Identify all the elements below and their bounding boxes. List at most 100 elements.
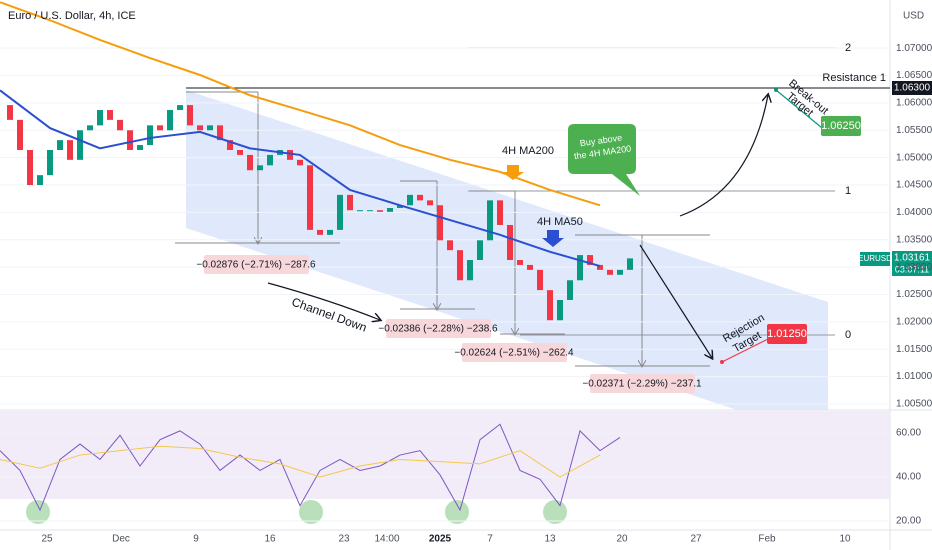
y-tick-label: 1.04000 xyxy=(896,207,932,218)
candle xyxy=(407,194,413,206)
highlight xyxy=(299,500,323,524)
measure-box xyxy=(386,319,491,338)
candle xyxy=(327,229,333,235)
candle xyxy=(497,200,503,225)
candle xyxy=(27,149,33,186)
candle xyxy=(547,290,553,321)
measure-label: −0.02624 (−2.51%) −262.4 xyxy=(454,348,574,359)
candle xyxy=(527,264,533,270)
candle xyxy=(57,140,63,150)
candle xyxy=(387,208,393,212)
candle xyxy=(427,200,433,206)
candle xyxy=(467,260,473,281)
price-tag-label: 1.06300 xyxy=(894,83,931,94)
y-tick-label: 1.05500 xyxy=(896,125,932,136)
candle xyxy=(137,145,143,150)
symbol-tag xyxy=(860,252,890,266)
candle xyxy=(437,205,443,241)
fib-label: 2 xyxy=(845,42,851,54)
arrow xyxy=(679,95,768,217)
candle xyxy=(377,210,383,212)
candle xyxy=(287,149,293,160)
candle xyxy=(607,269,613,275)
x-tick-label: 13 xyxy=(544,534,556,545)
candle xyxy=(317,229,323,235)
y-tick-label: 1.07000 xyxy=(896,43,932,54)
candle xyxy=(197,125,203,131)
ma50-arrow xyxy=(542,230,564,247)
candle xyxy=(307,165,313,230)
target-box xyxy=(767,324,807,344)
candle xyxy=(247,154,253,171)
highlight xyxy=(445,500,469,524)
candle xyxy=(297,159,303,166)
x-tick-label: 14:00 xyxy=(374,534,399,545)
chart-title: Euro / U.S. Dollar, 4h, ICE xyxy=(8,10,136,22)
x-tick-label: 10 xyxy=(839,534,851,545)
candle xyxy=(257,165,263,171)
candle xyxy=(347,194,353,211)
y-tick-label: 1.05000 xyxy=(896,152,932,163)
target-dot xyxy=(774,88,778,92)
y-tick-label: 1.02000 xyxy=(896,317,932,328)
candle xyxy=(357,210,363,212)
target-label: 1.01250 xyxy=(767,328,807,340)
ma-label: 4H MA200 xyxy=(502,145,554,157)
measure-label: −0.02876 (−2.71%) −287.6 xyxy=(196,260,316,271)
y-tick-label: 1.06500 xyxy=(896,70,932,81)
x-tick-label: 9 xyxy=(193,534,199,545)
candle xyxy=(337,194,343,230)
measure-box xyxy=(462,343,567,362)
x-tick-label: 25 xyxy=(41,534,53,545)
candle xyxy=(397,205,403,209)
target-label: 1.06250 xyxy=(821,120,861,132)
candle xyxy=(47,149,53,176)
axis-label: USD xyxy=(903,11,924,22)
x-tick-label: 7 xyxy=(487,534,493,545)
arrow xyxy=(639,244,712,358)
y-tick-label: 1.03500 xyxy=(896,234,932,245)
y-tick-label: 1.01500 xyxy=(896,344,932,355)
x-tick-label: Feb xyxy=(758,534,776,545)
fib-label: 1 xyxy=(845,185,851,197)
candle xyxy=(77,130,83,160)
candle xyxy=(507,224,513,261)
candle xyxy=(577,255,583,281)
callout-box xyxy=(568,124,640,196)
last-price-label: 1.03161 xyxy=(894,253,931,264)
measure-label: −0.02386 (−2.28%) −238.6 xyxy=(378,324,498,335)
ma-line xyxy=(0,89,601,267)
candle xyxy=(477,240,483,261)
candle xyxy=(617,269,623,275)
ma-label: 4H MA50 xyxy=(537,216,583,228)
x-tick-label: 20 xyxy=(616,534,628,545)
target-line xyxy=(775,89,823,129)
candle xyxy=(107,110,113,120)
price-tag xyxy=(892,251,932,276)
candle xyxy=(627,258,633,270)
rsi-ma-line xyxy=(0,445,601,478)
candle xyxy=(207,125,213,131)
candle xyxy=(537,269,543,291)
highlight xyxy=(543,500,567,524)
y-tick-label: 1.04500 xyxy=(896,180,932,191)
candle xyxy=(7,105,13,120)
measure-box xyxy=(204,255,309,274)
arrow xyxy=(267,282,380,320)
candle xyxy=(217,125,223,141)
candle xyxy=(167,110,173,131)
candle xyxy=(97,110,103,126)
measure-box xyxy=(590,374,695,393)
target-dot xyxy=(720,360,724,364)
y-tick-label: 1.02500 xyxy=(896,289,932,300)
candle xyxy=(127,130,133,150)
y-tick-label: 40.00 xyxy=(896,472,921,483)
candle xyxy=(17,119,23,150)
x-tick-label: 27 xyxy=(690,534,702,545)
candle xyxy=(597,264,603,270)
y-tick-label: 1.03000 xyxy=(896,262,932,273)
candle xyxy=(187,105,193,126)
candle xyxy=(157,125,163,131)
x-tick-label: Dec xyxy=(112,534,130,545)
